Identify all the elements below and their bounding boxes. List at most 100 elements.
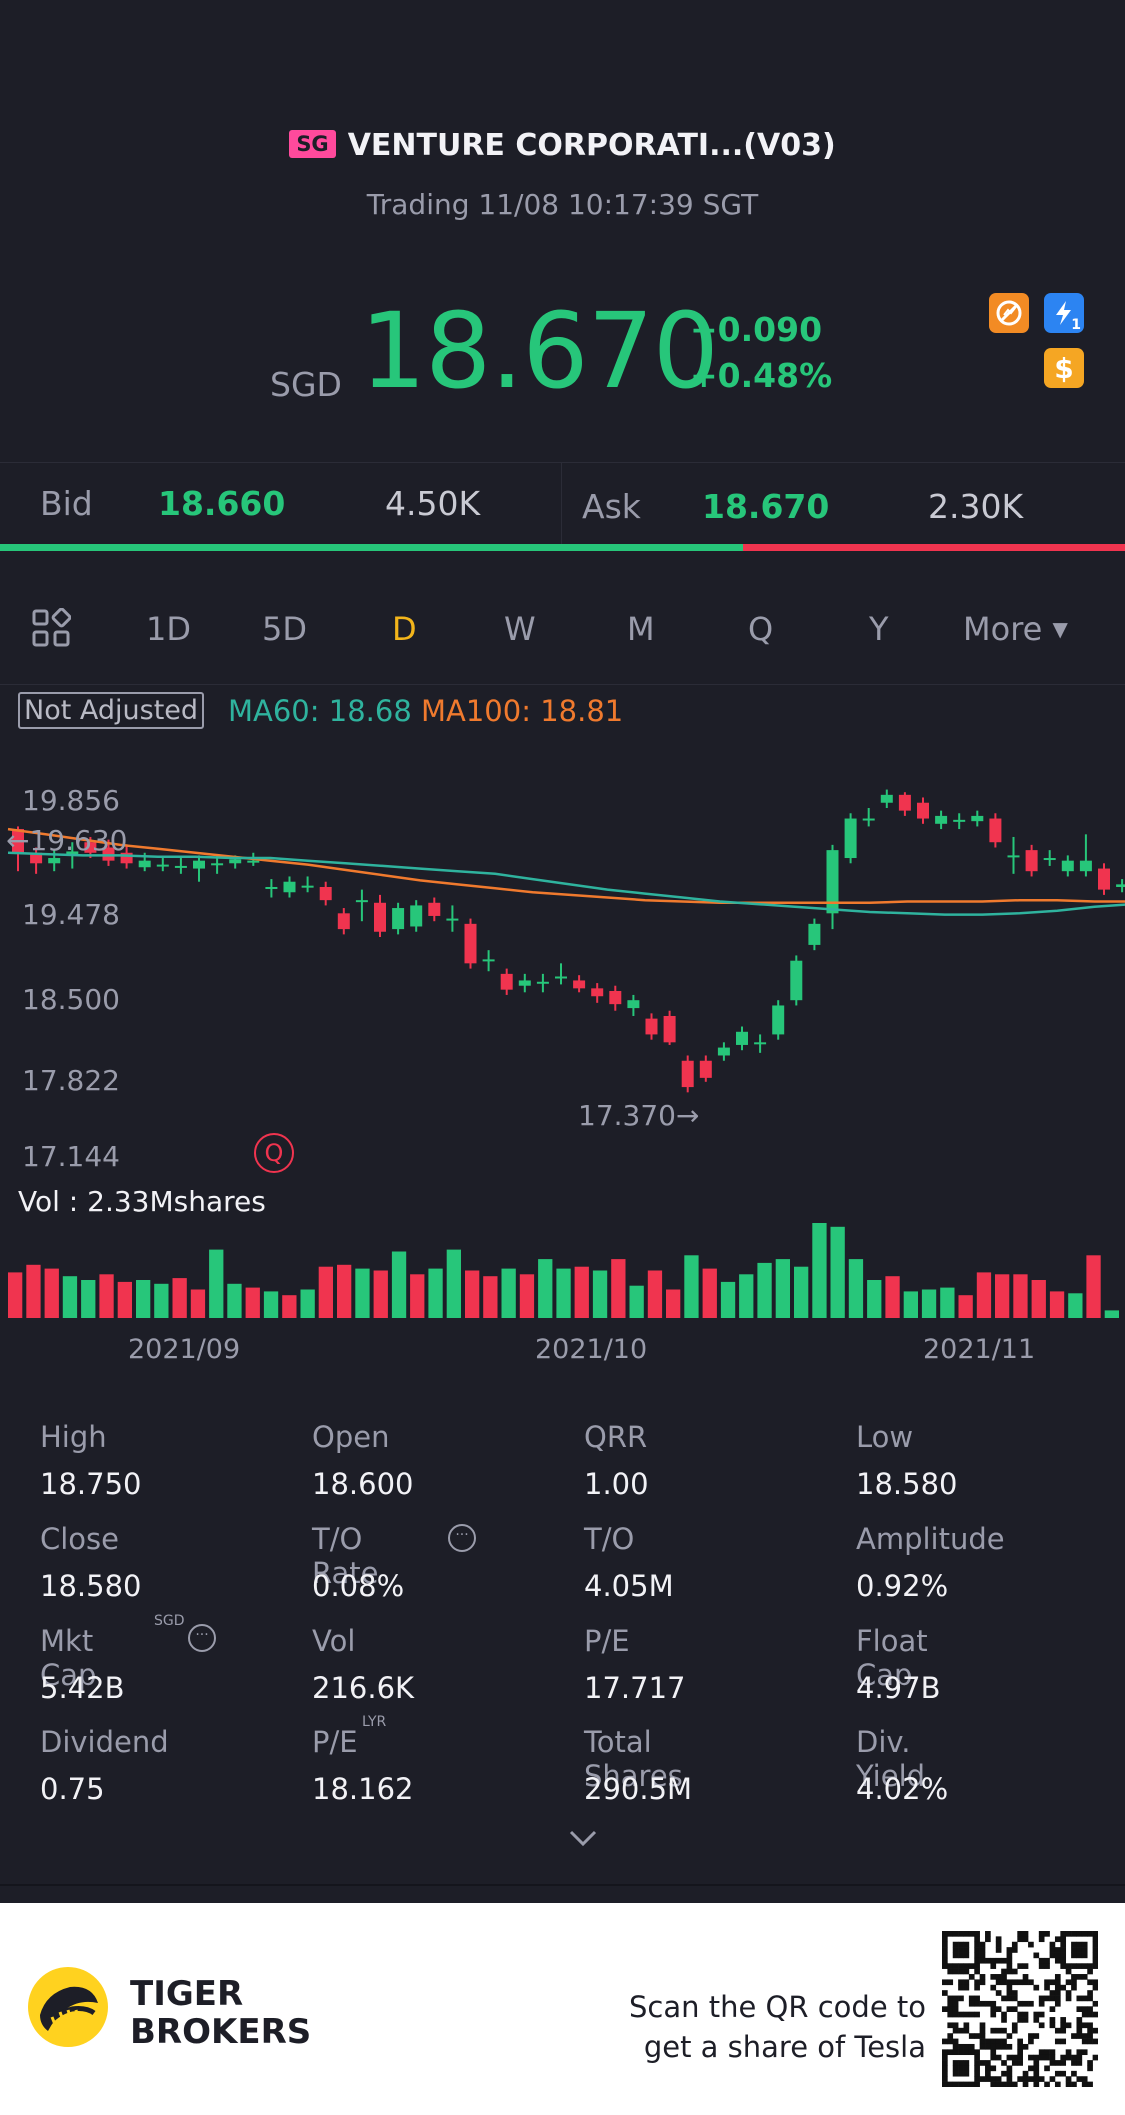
candle-body [84, 842, 97, 853]
stat-label-dividend: Dividend [40, 1725, 169, 1759]
qr-module [1081, 1995, 1088, 2002]
qr-module [1081, 1947, 1088, 1953]
qr-module [947, 2006, 954, 2012]
qr-module [1011, 2054, 1018, 2061]
period-tab-q[interactable]: Q [748, 610, 774, 648]
qr-module [1049, 2049, 1056, 2056]
qr-module [942, 1931, 948, 1937]
qr-module [1011, 1947, 1018, 1953]
qr-module [963, 2049, 970, 2056]
qr-module [1044, 1979, 1050, 1986]
volume-bar [666, 1289, 681, 1318]
candle-body [699, 1060, 712, 1078]
qr-module [1022, 2043, 1029, 2050]
qr-module [990, 1974, 997, 1980]
qr-module [1060, 2060, 1067, 2066]
qr-module [963, 1968, 970, 1975]
more-info-icon[interactable]: ··· [448, 1524, 476, 1552]
period-tab-w[interactable]: W [504, 610, 536, 648]
grid-layout-icon[interactable] [31, 607, 72, 652]
candle [717, 1042, 730, 1061]
chart-low-marker: 17.370→ [578, 1099, 699, 1132]
qr-module [952, 2011, 959, 2018]
qr-module [974, 2000, 980, 2007]
qr-module [947, 2000, 954, 2007]
candle [681, 1055, 694, 1093]
qr-module [1022, 2081, 1029, 2088]
candle-body [319, 886, 332, 901]
qr-module [1049, 2076, 1056, 2082]
dollar-icon[interactable]: $ [1044, 348, 1084, 388]
qr-module [1022, 1931, 1029, 1937]
qr-module [995, 2081, 1002, 2088]
qr-module [958, 1931, 964, 1937]
bid-price: 18.660 [158, 484, 286, 523]
candle-body [898, 794, 911, 811]
qr-module [1071, 1931, 1077, 1937]
qr-module [1071, 2054, 1077, 2061]
candle [1079, 834, 1092, 877]
qr-module [958, 1963, 964, 1969]
promo-text: Scan the QR code to get a share of Tesla [620, 1987, 926, 2067]
candle [663, 1010, 676, 1045]
more-periods-button[interactable]: More ▼ [963, 610, 1068, 648]
expand-chevron-icon[interactable] [565, 1826, 601, 1854]
candle [862, 808, 875, 827]
candle [410, 900, 423, 932]
candle-body [609, 990, 622, 1005]
qr-module [1017, 2000, 1023, 2007]
qr-module [963, 2011, 970, 2018]
volume-bar [684, 1255, 699, 1318]
ask-size: 2.30K [928, 487, 1024, 526]
quarterly-report-icon[interactable]: Q [254, 1133, 294, 1173]
qr-module [1049, 1990, 1056, 1996]
qr-module [1081, 2076, 1088, 2082]
x-tick-label: 2021/10 [535, 1334, 648, 1365]
qr-module [1017, 2049, 1023, 2056]
qr-module [1054, 2070, 1061, 2077]
period-tab-m[interactable]: M [627, 610, 655, 648]
qr-module [968, 1995, 975, 2002]
qr-module [974, 2049, 980, 2056]
qr-module [1076, 2076, 1083, 2082]
qr-module [1011, 1968, 1018, 1975]
qr-module [958, 2043, 964, 2050]
bid-label: Bid [40, 484, 93, 523]
period-tab-5d[interactable]: 5D [262, 610, 307, 648]
qr-module [1060, 2038, 1067, 2045]
qr-module [990, 1957, 997, 1964]
qr-module [1038, 2022, 1045, 2029]
more-info-icon[interactable]: ··· [188, 1624, 216, 1652]
period-tab-y[interactable]: Y [869, 610, 889, 648]
qr-module [1022, 1963, 1029, 1969]
qr-module [942, 1990, 948, 1996]
lightning-icon[interactable]: 1 [1044, 293, 1084, 333]
volume-bar [812, 1223, 827, 1318]
volume-bar [428, 1268, 443, 1318]
no-short-icon[interactable] [989, 293, 1029, 333]
period-tab-1d[interactable]: 1D [146, 610, 191, 648]
candle [518, 973, 531, 993]
volume-bar [1086, 1255, 1101, 1318]
qr-module [958, 1968, 964, 1975]
right-arrow-icon: → [675, 1099, 700, 1132]
qr-module [942, 2065, 948, 2072]
candlestick-chart[interactable] [0, 770, 1125, 1370]
qr-code-icon[interactable] [942, 1931, 1099, 2088]
adjust-toggle[interactable]: Not Adjusted [18, 692, 205, 729]
currency-label: SGD [270, 365, 342, 404]
qr-module [1022, 2070, 1029, 2077]
volume-bar [1013, 1274, 1028, 1318]
candle-body [1098, 868, 1110, 890]
chart-low-label: 17.370 [578, 1099, 676, 1132]
qr-module [1092, 1947, 1099, 1953]
qr-module [1076, 2049, 1083, 2056]
qr-module [1065, 1979, 1072, 1986]
volume-bar [592, 1270, 608, 1318]
mkt-cap-currency: SGD [154, 1613, 185, 1629]
qr-module [979, 2022, 986, 2029]
qr-module [963, 1941, 970, 1948]
qr-module [1071, 2081, 1077, 2088]
volume-bar [99, 1274, 114, 1318]
period-tab-d[interactable]: D [392, 610, 417, 648]
